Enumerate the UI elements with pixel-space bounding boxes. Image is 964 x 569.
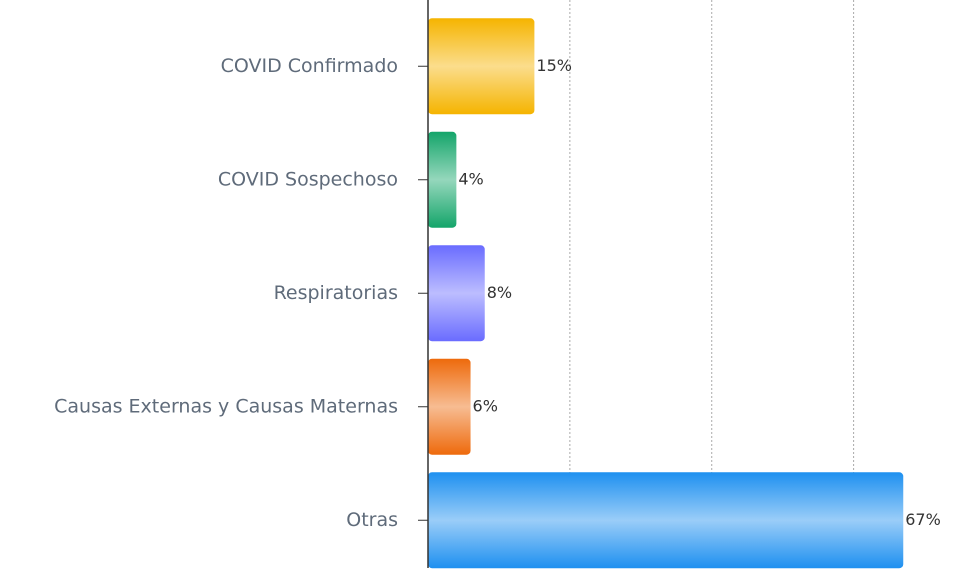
y-tick-label: COVID Confirmado — [221, 55, 398, 77]
bar — [428, 131, 457, 228]
bar — [428, 245, 485, 342]
bar — [428, 358, 471, 455]
y-tick-label: Causas Externas y Causas Maternas — [54, 395, 398, 417]
value-label: 6% — [473, 396, 498, 415]
value-label: 15% — [536, 56, 572, 75]
y-tick-label: Otras — [346, 509, 398, 531]
value-label: 67% — [905, 510, 941, 529]
value-label: 4% — [458, 169, 483, 188]
bar — [428, 18, 535, 115]
y-tick-label: COVID Sospechoso — [218, 168, 398, 190]
bar — [428, 472, 904, 569]
value-label: 8% — [487, 283, 512, 302]
y-tick-label: Respiratorias — [274, 282, 398, 304]
